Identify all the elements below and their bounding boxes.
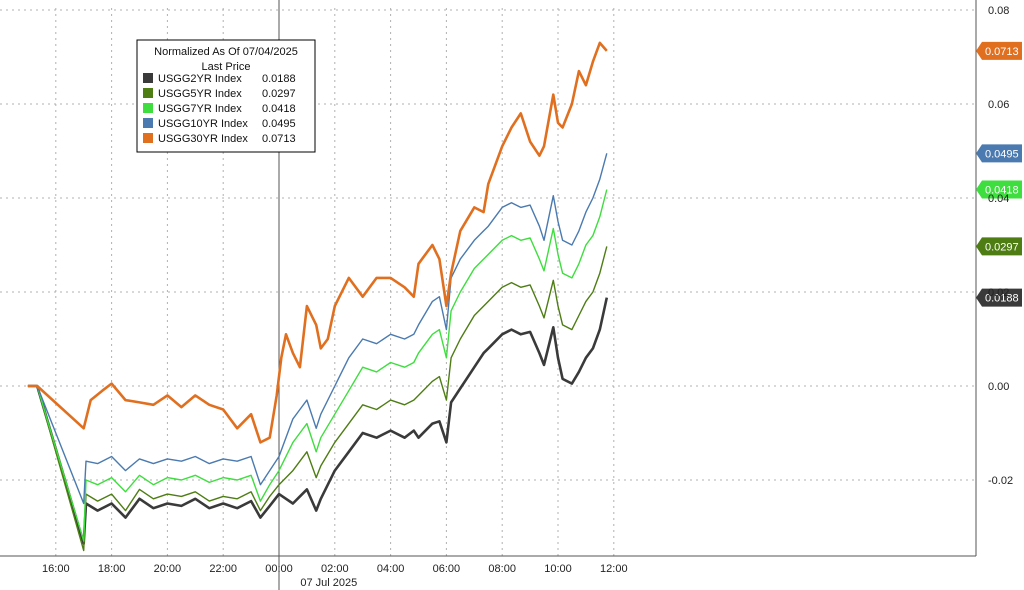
series-line-usgg30yr: [27, 41, 608, 444]
y-tick-label: -0.02: [988, 475, 1013, 487]
last-price-tag-usgg2yr: 0.0188: [976, 288, 1022, 307]
legend-title: Normalized As Of 07/04/2025: [154, 46, 298, 58]
tag-value: 0.0495: [985, 148, 1019, 160]
series-line-usgg2yr: [27, 297, 609, 545]
x-tick-label: 10:00: [544, 563, 572, 575]
legend: Normalized As Of 07/04/2025 Last Price U…: [136, 39, 316, 153]
series-line-usgg7yr: [27, 189, 608, 542]
legend-swatch: [143, 103, 153, 113]
legend-entry: USGG30YR Index 0.0713: [143, 133, 296, 145]
legend-subtitle: Last Price: [202, 61, 251, 73]
y-tick-label: 0.00: [988, 381, 1009, 393]
tag-background: [976, 180, 1022, 199]
last-price-tags: 0.0188 0.0297 0.0418 0.0495 0.0713: [976, 41, 1022, 307]
tag-value: 0.0188: [985, 293, 1019, 305]
legend-entry: USGG10YR Index 0.0495: [143, 118, 296, 130]
tag-value: 0.0713: [985, 46, 1019, 58]
series-line-usgg10yr: [27, 153, 608, 505]
legend-series-name: USGG5YR Index: [158, 88, 242, 100]
legend-series-name: USGG7YR Index: [158, 103, 242, 115]
x-tick-label: 12:00: [600, 563, 628, 575]
tag-value: 0.0418: [985, 185, 1019, 197]
series-line-usgg5yr: [27, 246, 608, 552]
legend-series-name: USGG10YR Index: [158, 118, 248, 130]
x-tick-label: 04:00: [377, 563, 405, 575]
legend-series-value: 0.0297: [262, 88, 296, 100]
legend-series-value: 0.0188: [262, 73, 296, 85]
legend-series-value: 0.0418: [262, 103, 296, 115]
legend-swatch: [143, 118, 153, 128]
last-price-tag-usgg7yr: 0.0418: [976, 180, 1022, 199]
y-tick-label: 0.06: [988, 99, 1009, 111]
x-tick-label: 18:00: [98, 563, 126, 575]
x-tick-label: 02:00: [321, 563, 349, 575]
x-tick-label: 08:00: [488, 563, 516, 575]
x-tick-label: 16:00: [42, 563, 70, 575]
legend-entry: USGG7YR Index 0.0418: [143, 103, 296, 115]
tag-background: [976, 237, 1022, 256]
legend-entry: USGG5YR Index 0.0297: [143, 88, 296, 100]
x-tick-label: 22:00: [209, 563, 237, 575]
last-price-tag-usgg5yr: 0.0297: [976, 237, 1022, 256]
legend-series-name: USGG30YR Index: [158, 133, 248, 145]
y-tick-label: 0.08: [988, 5, 1009, 17]
legend-series-value: 0.0495: [262, 118, 296, 130]
tag-value: 0.0297: [985, 241, 1019, 253]
legend-swatch: [143, 133, 153, 143]
x-axis-ticks: 16:00 18:00 20:00 22:00 00:00 02:00 04:00 06:00…: [42, 563, 628, 575]
legend-entry: USGG2YR Index 0.0188: [143, 73, 296, 85]
legend-series-value: 0.0713: [262, 133, 296, 145]
tag-background: [976, 144, 1022, 163]
y-axis-ticks: 0.08 0.06 0.04 0.02 0.00 -0.02: [988, 5, 1013, 487]
legend-box: [136, 39, 316, 153]
legend-series-name: USGG2YR Index: [158, 73, 242, 85]
legend-swatch: [143, 88, 153, 98]
x-axis-date-label: 07 Jul 2025: [300, 577, 357, 589]
x-tick-label: 20:00: [154, 563, 182, 575]
y-tick-label: 0.04: [988, 193, 1009, 205]
x-tick-label: 00:00: [265, 563, 293, 575]
x-tick-label: 06:00: [433, 563, 461, 575]
tag-background: [976, 41, 1022, 60]
tag-background: [976, 288, 1022, 307]
legend-swatch: [143, 73, 153, 83]
y-tick-label: 0.02: [988, 287, 1009, 299]
last-price-tag-usgg30yr: 0.0713: [976, 41, 1022, 60]
series-lines: [27, 41, 609, 552]
last-price-tag-usgg10yr: 0.0495: [976, 144, 1022, 163]
